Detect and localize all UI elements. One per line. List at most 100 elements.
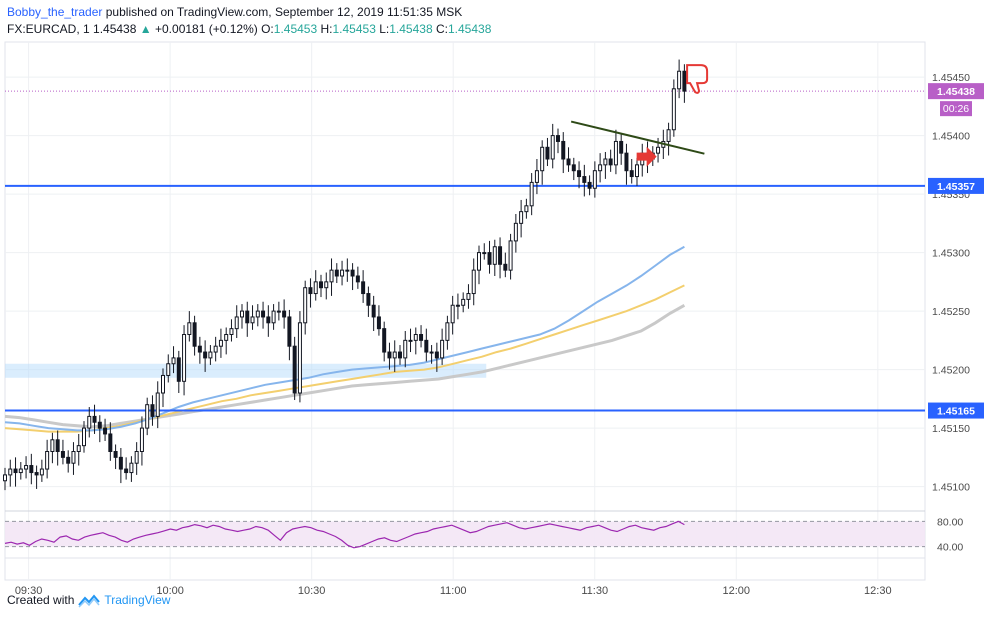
candle-up (160, 374, 165, 394)
candle-down (282, 310, 287, 318)
candle-down (124, 468, 129, 474)
level-badge-bg (928, 402, 984, 419)
candle-up (271, 310, 276, 324)
rsi-line (4, 520, 685, 549)
candle-down (371, 304, 376, 318)
candle-up (171, 357, 176, 365)
annotations (570, 64, 709, 167)
candle-up (540, 146, 545, 172)
publication-header: Bobby_the_trader published on TradingVie… (7, 5, 462, 20)
candle-down (624, 152, 629, 172)
price-badges: 1.45438 00:26 1.45357 1.45165 (928, 83, 984, 419)
candle-up (666, 129, 671, 142)
candle-up (313, 281, 318, 295)
grid-lines (5, 42, 925, 580)
high-label: H: (320, 22, 333, 36)
support-zone (5, 363, 487, 378)
candle-up (550, 135, 555, 160)
candle-down (176, 357, 181, 382)
countdown-label: 00:26 (943, 103, 969, 115)
candles (3, 59, 687, 491)
candle-down (545, 146, 550, 160)
candle-up (445, 322, 450, 341)
candle-up (145, 404, 150, 429)
candle-up (677, 70, 682, 90)
rsi-band (5, 521, 925, 547)
candle-up (129, 462, 134, 474)
x-tick-label: 12:00 (723, 585, 751, 597)
candle-down (55, 439, 60, 452)
y-tick-label: 1.45400 (932, 131, 970, 143)
candle-up (324, 281, 329, 289)
candle-down (366, 293, 371, 306)
candle-down (92, 415, 97, 423)
candle-up (166, 363, 171, 376)
open-label: O: (261, 22, 274, 36)
y-tick-label: 1.45450 (932, 72, 970, 84)
candle-up (8, 468, 13, 476)
candle-down (587, 181, 592, 189)
candle-down (355, 275, 360, 283)
candle-up (71, 451, 76, 464)
candle-up (345, 269, 350, 272)
candle-down (334, 269, 339, 277)
candle-up (239, 310, 244, 318)
candle-down (608, 158, 613, 166)
candle-down (350, 269, 355, 277)
low-value: 1.45438 (389, 22, 433, 36)
candle-up (461, 298, 466, 306)
candle-up (671, 88, 676, 131)
candle-down (682, 70, 687, 92)
tradingview-link[interactable]: TradingView (104, 593, 171, 607)
y-tick-label: 1.45100 (932, 482, 970, 494)
candle-up (476, 252, 481, 271)
level-badge: 1.45357 (937, 181, 975, 193)
time-axis[interactable]: 09:30 10:00 10:30 11:00 11:30 12:00 12:30 (15, 585, 892, 597)
candle-up (18, 468, 23, 474)
candle-down (487, 252, 492, 265)
candle-down (577, 170, 582, 178)
support-zone-rect (5, 363, 487, 378)
author-link[interactable]: Bobby_the_trader (7, 5, 103, 19)
candle-up (182, 334, 187, 382)
candle-down (60, 451, 65, 458)
x-tick-label: 11:00 (440, 585, 467, 597)
candle-down (503, 263, 508, 271)
rsi-tick-label: 80.00 (937, 516, 963, 528)
candle-up (155, 392, 160, 417)
x-tick-label: 10:00 (156, 585, 184, 597)
candle-down (434, 351, 439, 359)
candle-up (329, 269, 334, 283)
candle-up (229, 328, 234, 335)
candle-up (24, 465, 29, 470)
candle-up (592, 170, 597, 189)
candle-up (656, 146, 661, 154)
candle-up (3, 474, 7, 482)
publication-info: published on TradingView.com, September … (105, 5, 463, 19)
change-arrow-icon: ▲ (139, 22, 152, 36)
candle-down (66, 456, 71, 464)
candle-down (197, 345, 202, 353)
candle-up (598, 164, 603, 172)
candle-up (213, 345, 218, 353)
candle-up (408, 339, 413, 342)
ma-mid-line (4, 284, 685, 433)
price-axis[interactable]: 1.454501.454001.453501.453001.452501.452… (932, 72, 970, 553)
candle-up (508, 240, 513, 271)
symbol-name[interactable]: FX:EURCAD, 1 (7, 22, 90, 36)
open-value: 1.45453 (273, 22, 318, 36)
candle-down (571, 164, 576, 172)
candle-down (382, 328, 387, 353)
y-tick-label: 1.45300 (932, 248, 970, 260)
candle-up (466, 293, 471, 300)
moving-averages (4, 245, 686, 433)
x-tick-label: 11:30 (581, 585, 608, 597)
countdown-bg (940, 101, 972, 117)
candle-up (429, 351, 434, 354)
candle-down (419, 334, 424, 341)
candle-up (455, 304, 460, 307)
candle-down (118, 456, 123, 470)
candle-down (582, 176, 587, 183)
candle-down (103, 427, 108, 435)
